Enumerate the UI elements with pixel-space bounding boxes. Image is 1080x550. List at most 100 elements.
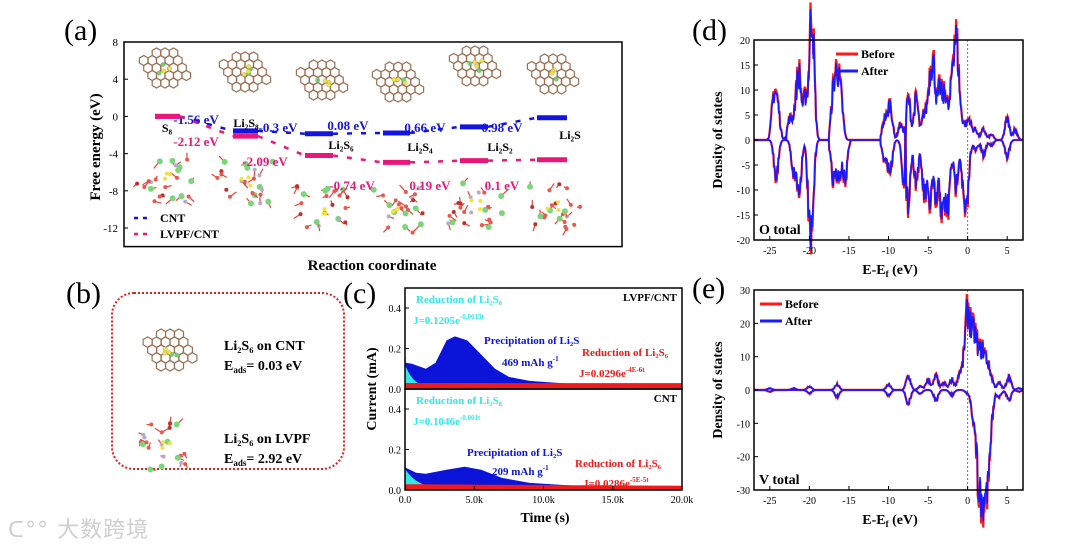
s-atom (246, 64, 252, 69)
atom (530, 204, 535, 209)
y-tick-label: 0.0 (389, 486, 402, 497)
adsorption-energy: Eads= 2.92 eV (224, 452, 302, 468)
x-tick-label: 10.0k (532, 495, 555, 506)
y-axis-label: Free energy (eV) (88, 93, 104, 200)
y-tick-label: -15 (737, 211, 750, 222)
atom (557, 182, 562, 187)
y-tick-label: 20 (740, 319, 750, 330)
y-tick-label: -20 (737, 236, 750, 247)
cnt-structure (142, 328, 198, 372)
atom (304, 225, 309, 230)
atom (265, 198, 272, 205)
atom (479, 223, 484, 228)
atom (420, 211, 425, 216)
s-atom (395, 77, 401, 82)
lvpf-structure (211, 155, 276, 209)
step-connector (257, 134, 306, 157)
atom (250, 190, 255, 195)
plot-frame-a (123, 41, 623, 248)
atom (498, 192, 505, 199)
s-atom (322, 207, 327, 212)
cnt-hexagon (261, 73, 272, 86)
atom (485, 224, 492, 231)
atom (343, 206, 348, 211)
s-atom (322, 78, 328, 84)
s-atom (549, 70, 555, 76)
cyan-annotation-title: Reduction of Li₂S₈ (416, 395, 503, 407)
atom (482, 206, 489, 213)
atom (258, 192, 263, 197)
cnt-hexagon (556, 83, 567, 95)
atom (167, 425, 172, 430)
atom (460, 180, 467, 187)
s-atom (479, 58, 485, 64)
atom (135, 181, 140, 186)
y-tick-label: 0.2 (389, 345, 402, 356)
atom (547, 188, 552, 193)
y-tick-label: -5 (742, 161, 750, 172)
cyan-annotation-eq: J=0.1046e-0.001t (413, 414, 481, 428)
x-axis-label: Reaction coordinate (308, 258, 437, 274)
precipitation-area (405, 336, 682, 389)
lvpf-structure (291, 184, 351, 232)
atom (476, 190, 481, 195)
atom (340, 186, 347, 193)
atom (161, 454, 166, 459)
x-tick-label: 0 (965, 496, 970, 507)
cnt-hexagon (548, 83, 558, 95)
li-atom (174, 352, 180, 358)
cnt-hexagon (181, 69, 192, 82)
y-tick-label: -20 (737, 453, 750, 464)
x-tick-label: 15.0k (602, 495, 625, 506)
cnt-hexagon (338, 81, 349, 94)
atom (324, 194, 329, 199)
s-atom (160, 440, 165, 445)
dos-panel-e: 30 20 10 0 -10 -20 -30 -25 -20 -15 -10 -5 0 5 E-Ef (eV… (711, 286, 1024, 529)
atom (402, 210, 409, 217)
s-atom (477, 207, 482, 212)
cnt-hexagon (401, 91, 412, 103)
x-tick-label: 0.0 (399, 495, 412, 506)
atom (182, 451, 187, 456)
capacity-annotation: 209 mAh g-1 (492, 464, 549, 478)
atom (147, 185, 154, 192)
lvpf-structure (138, 416, 189, 473)
x-tick-label: -25 (763, 246, 776, 257)
atom (251, 176, 256, 181)
atom (462, 221, 467, 226)
cnt-hexagon (414, 83, 425, 96)
x-tick-label: -10 (882, 246, 895, 257)
atom (163, 185, 168, 190)
cnt-hexagon (470, 75, 480, 87)
y-axis-label: Current (mA) (365, 347, 380, 431)
cyan-annotation-title: Reduction of Li₂S₈ (416, 294, 503, 306)
atom (417, 221, 424, 228)
cnt-hexagon (317, 89, 327, 101)
s-atom (164, 171, 169, 176)
atom (562, 219, 567, 224)
s-atom (248, 183, 253, 188)
lvpf-structure (370, 184, 425, 235)
x-axis-label: Time (s) (520, 511, 569, 526)
dos-panel-d: 20 15 10 5 0 -5 -10 -15 -20 -25 -20 -15 -10 -5 0 5 E-Ef … (711, 2, 1024, 279)
atom (183, 462, 188, 467)
atom (449, 219, 456, 226)
s-atom (162, 176, 167, 181)
atom (215, 175, 220, 180)
cnt-hexagon (461, 75, 472, 87)
atom (242, 160, 249, 167)
step-connector (409, 159, 461, 164)
li2s8-reduction-area (405, 364, 447, 389)
atom (156, 158, 163, 165)
atom (345, 195, 350, 200)
cnt-hexagon (168, 77, 179, 89)
lvpf-structure (446, 177, 509, 231)
cnt-structure (218, 51, 272, 93)
x-tick-label: 0 (965, 246, 970, 257)
atom (469, 210, 474, 215)
atom (300, 191, 307, 198)
s-atom (469, 198, 474, 203)
cnt-hexagon (569, 75, 580, 88)
y-tick-label: -4 (109, 149, 119, 161)
species-label: Li₂S (559, 128, 581, 142)
